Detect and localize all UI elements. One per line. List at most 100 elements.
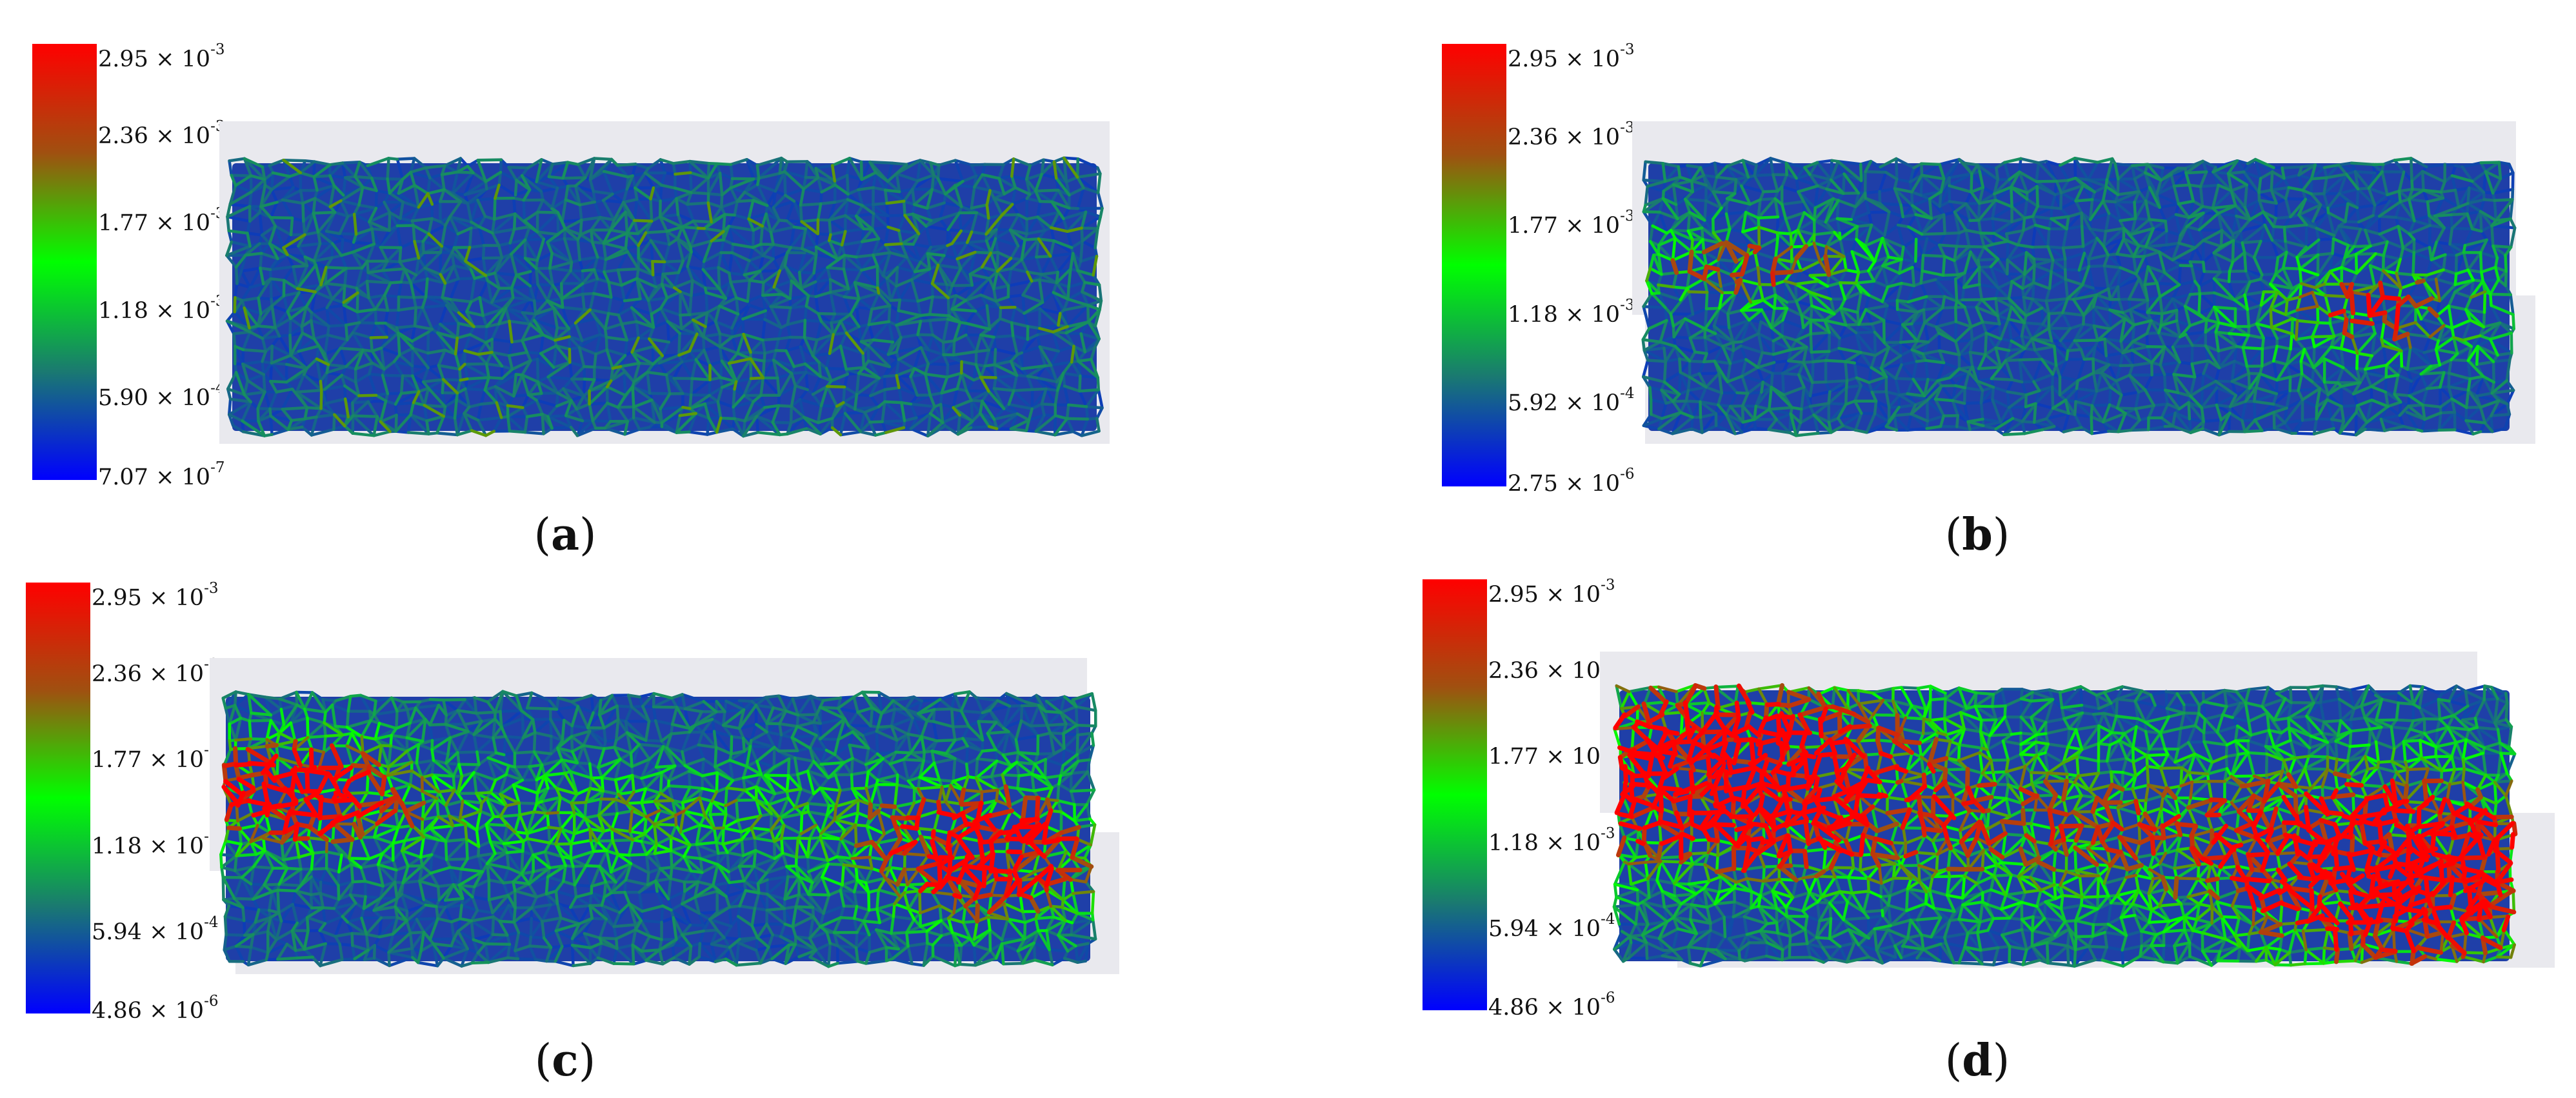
colorbar-tick-label: 2.36 × 10-3 <box>1488 654 1615 683</box>
specimen-render-d <box>1600 652 2555 974</box>
tick-times: × 10 <box>1538 916 1601 943</box>
tick-exponent: -3 <box>204 580 219 597</box>
tick-exponent: -6 <box>204 993 219 1010</box>
tick-exponent: -3 <box>1601 577 1615 594</box>
colorbar-tick-label: 1.18 × 10-3 <box>1488 826 1615 855</box>
colorbar-tick-label: 7.07 × 10-7 <box>98 461 225 489</box>
tick-times: × 10 <box>141 833 205 859</box>
caption-d: (d) <box>1944 1035 2010 1086</box>
colorbar-tick-label: 1.77 × 10-3 <box>1508 209 1634 237</box>
specimen-render-a <box>219 121 1110 444</box>
colorbar-tick-label: 5.92 × 10-4 <box>1508 386 1634 415</box>
colorbar-tick-label: 5.94 × 10-4 <box>92 915 218 944</box>
tick-mantissa: 2.95 <box>98 46 148 72</box>
tick-exponent: -6 <box>1620 466 1635 483</box>
colorbar-a <box>32 44 97 480</box>
colorbar-tick-label: 4.86 × 10-6 <box>1488 991 1615 1019</box>
tick-times: × 10 <box>148 297 211 324</box>
bond-network-a <box>219 121 1110 444</box>
tick-times: × 10 <box>1557 301 1621 328</box>
tick-exponent: -6 <box>1601 990 1615 1006</box>
tick-exponent: -3 <box>1620 41 1635 58</box>
tick-times: × 10 <box>1538 744 1601 770</box>
caption-b: (b) <box>1944 509 2010 561</box>
tick-times: × 10 <box>1557 46 1621 72</box>
tick-exponent: -3 <box>1620 296 1635 314</box>
tick-mantissa: 7.07 <box>98 464 148 490</box>
tick-times: × 10 <box>148 384 211 411</box>
colorbar-tick-label: 1.77 × 10-3 <box>1488 740 1615 768</box>
tick-exponent: -3 <box>210 41 225 58</box>
colorbar-tick-label: 2.95 × 10-3 <box>98 43 225 71</box>
specimen-render-b <box>1632 121 2535 444</box>
tick-times: × 10 <box>148 210 211 237</box>
tick-mantissa: 1.18 <box>98 297 148 324</box>
colorbar-tick-label: 2.95 × 10-3 <box>1488 578 1615 606</box>
tick-times: × 10 <box>1557 125 1621 151</box>
tick-exponent: -7 <box>210 459 225 476</box>
tick-mantissa: 5.94 <box>1488 916 1539 943</box>
bond-links <box>1641 156 2517 437</box>
colorbar-tick-label: 1.77 × 10-3 <box>92 743 218 772</box>
colorbar-tick-label: 2.36 × 10-3 <box>92 657 218 686</box>
bond-links <box>219 690 1097 968</box>
tick-mantissa: 2.36 <box>1508 125 1558 151</box>
colorbar-tick-label: 5.90 × 10-4 <box>98 381 225 410</box>
tick-times: × 10 <box>1538 582 1601 608</box>
tick-times: × 10 <box>141 747 205 774</box>
tick-mantissa: 1.18 <box>92 833 142 859</box>
tick-mantissa: 1.77 <box>1508 213 1558 239</box>
bond-network-d <box>1600 652 2555 968</box>
tick-exponent: -3 <box>1620 119 1635 137</box>
tick-times: × 10 <box>1557 471 1621 497</box>
tick-times: × 10 <box>141 998 205 1024</box>
tick-mantissa: 5.92 <box>1508 390 1558 416</box>
tick-mantissa: 2.75 <box>1508 471 1558 497</box>
colorbar-tick-label: 2.95 × 10-3 <box>92 581 218 610</box>
colorbar-b <box>1442 44 1506 486</box>
tick-mantissa: 1.18 <box>1508 301 1558 328</box>
bond-network-c <box>210 658 1119 974</box>
colorbar-tick-label: 1.77 × 10-3 <box>98 206 225 235</box>
colorbar-tick-label: 1.18 × 10-3 <box>1508 296 1635 328</box>
tick-mantissa: 1.77 <box>98 210 148 237</box>
colorbar-tick-label: 2.95 × 10-3 <box>1508 43 1634 71</box>
colorbar-tick-label: 4.86 × 10-6 <box>92 994 218 1023</box>
bond-network-b <box>1632 121 2535 444</box>
tick-times: × 10 <box>141 919 205 946</box>
tick-exponent: -3 <box>1601 824 1615 842</box>
colorbar-d <box>1423 579 1487 1010</box>
caption-a: (a) <box>534 509 597 561</box>
tick-times: × 10 <box>148 123 211 150</box>
tick-mantissa: 1.77 <box>92 747 142 774</box>
tick-times: × 10 <box>148 464 211 490</box>
colorbar-tick-label: 2.75 × 10-6 <box>1508 467 1634 495</box>
colorbar-tick-label: 1.18 × 10-3 <box>92 829 218 859</box>
bond-links <box>1612 683 2518 968</box>
tick-times: × 10 <box>1538 830 1601 856</box>
tick-times: × 10 <box>1557 213 1621 239</box>
tick-times: × 10 <box>148 46 211 72</box>
tick-mantissa: 2.95 <box>1508 46 1558 72</box>
specimen-render-c <box>210 658 1119 974</box>
bond-links <box>225 156 1104 438</box>
tick-mantissa: 5.94 <box>92 919 142 946</box>
tick-mantissa: 1.18 <box>1488 830 1539 856</box>
tick-times: × 10 <box>141 661 205 687</box>
tick-mantissa: 2.36 <box>98 123 148 150</box>
tick-mantissa: 2.95 <box>92 585 142 611</box>
colorbar-tick-label: 2.36 × 10-3 <box>1508 121 1634 149</box>
tick-times: × 10 <box>1538 995 1601 1021</box>
tick-exponent: -3 <box>1620 208 1635 225</box>
colorbar-tick-label: 1.18 × 10-3 <box>98 294 225 323</box>
tick-mantissa: 1.77 <box>1488 744 1539 770</box>
colorbar-tick-label: 2.36 × 10-3 <box>98 119 225 148</box>
tick-mantissa: 2.36 <box>1488 657 1539 684</box>
caption-c: (c) <box>534 1035 596 1086</box>
tick-mantissa: 4.86 <box>92 998 142 1024</box>
tick-mantissa: 4.86 <box>1488 995 1539 1021</box>
colorbar-c <box>26 583 90 1013</box>
tick-times: × 10 <box>141 585 205 611</box>
tick-mantissa: 5.90 <box>98 384 148 411</box>
colorbar-tick-label: 5.94 × 10-4 <box>1488 912 1615 941</box>
